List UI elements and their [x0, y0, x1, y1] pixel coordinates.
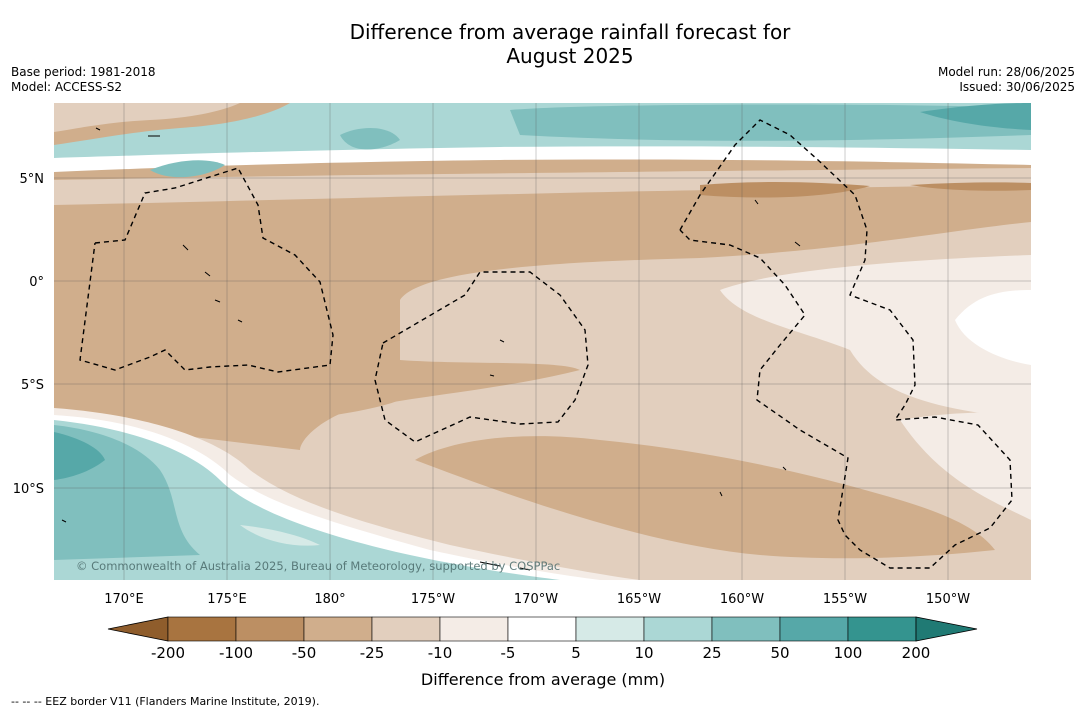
legend-tick-label: 25: [702, 644, 721, 662]
lat-tick-label: 5°S: [21, 378, 44, 393]
eez-border-central: [374, 271, 589, 443]
colorbar-bin: [235, 616, 305, 642]
eez-border-east: [679, 119, 1013, 569]
legend-tick-label: -100: [219, 644, 253, 662]
colorbar-bin: [643, 616, 713, 642]
lat-tick-label: 5°N: [20, 172, 45, 187]
copyright-notice: © Commonwealth of Australia 2025, Bureau…: [76, 559, 560, 573]
lon-tick-label: 175°W: [411, 592, 455, 607]
legend-tick-label: -5: [501, 644, 516, 662]
map-title: Difference from average rainfall forecas…: [0, 20, 1085, 68]
colorbar-bin: [575, 616, 645, 642]
lat-tick-label: 0°: [29, 275, 44, 290]
longitude-ticks: 170°E 175°E 180° 175°W 170°W 165°W 160°W 155°W 1…: [104, 592, 970, 607]
legend-tick-label: 10: [634, 644, 653, 662]
lon-tick-label: 170°W: [514, 592, 558, 607]
colorbar-min-extend: [107, 616, 169, 642]
lon-tick-label: 165°W: [617, 592, 661, 607]
legend-tick-label: -10: [428, 644, 453, 662]
latitude-ticks: 5°N 0° 5°S 10°S: [13, 172, 44, 497]
base-period: Base period: 1981-2018: [11, 65, 156, 79]
colorbar-bin: [847, 616, 917, 642]
colorbar-bin: [303, 616, 373, 642]
legend-tick-label: 5: [571, 644, 581, 662]
model-run: Model run: 28/06/2025: [937, 65, 1075, 79]
lon-tick-label: 175°E: [207, 592, 247, 607]
colorbar-bin: [371, 616, 441, 642]
lon-tick-label: 180°: [314, 592, 345, 607]
map-plot-area: © Commonwealth of Australia 2025, Bureau…: [54, 103, 1031, 580]
legend-ticks: -200 -100 -50 -25 -10 -5 5 10 25 50 100 200: [151, 644, 930, 662]
legend-tick-label: 200: [902, 644, 931, 662]
colorbar-bin: [167, 616, 237, 642]
lon-tick-label: 170°E: [104, 592, 144, 607]
legend-tick-label: 100: [834, 644, 863, 662]
meta-right: Model run: 28/06/2025 Issued: 30/06/2025: [938, 65, 1075, 95]
eez-footnote: -- -- -- EEZ border V11 (Flanders Marine…: [11, 695, 320, 708]
legend-tick-label: -200: [151, 644, 185, 662]
title-line-2: August 2025: [506, 44, 634, 68]
colorbar-bin: [507, 616, 577, 642]
lat-tick-label: 10°S: [13, 482, 44, 497]
colorbar-bin: [711, 616, 781, 642]
legend-tick-label: -50: [292, 644, 317, 662]
meta-left: Base period: 1981-2018 Model: ACCESS-S2: [11, 65, 156, 95]
eez-borders: [79, 119, 1013, 569]
colorbar-max-extend: [915, 616, 978, 642]
legend-tick-label: -25: [360, 644, 385, 662]
lon-tick-label: 150°W: [926, 592, 970, 607]
issued-date: Issued: 30/06/2025: [959, 80, 1075, 94]
lon-tick-label: 155°W: [823, 592, 867, 607]
colorbar-bin: [779, 616, 849, 642]
lon-tick-label: 160°W: [720, 592, 764, 607]
legend-colorbar: [107, 616, 978, 642]
colorbar-bin: [439, 616, 509, 642]
map-grid: [54, 103, 1031, 580]
title-line-1: Difference from average rainfall forecas…: [349, 20, 791, 44]
model-name: Model: ACCESS-S2: [11, 80, 123, 94]
islands: [61, 127, 801, 571]
legend-tick-label: 50: [770, 644, 789, 662]
legend-label: Difference from average (mm): [421, 670, 665, 689]
